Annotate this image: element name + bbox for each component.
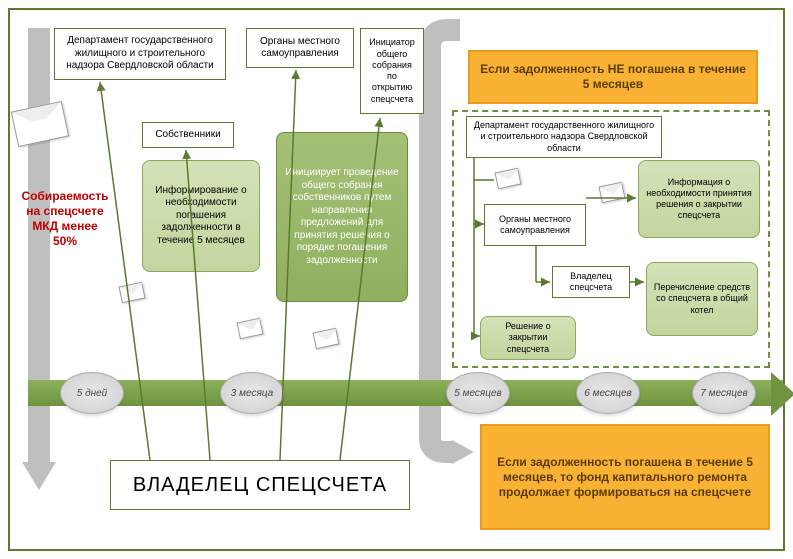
timeline-marker-4: 6 месяцев [576,372,640,414]
timeline-marker-3: 5 месяцев [446,372,510,414]
box-collectability: Собираемость на спецсчете МКД менее 50% [18,180,112,258]
box-info-close: Информация о необходимости принятия реше… [638,160,760,238]
text-dept: Департамент государственного жилищного и… [61,35,219,73]
box-initiates: Инициирует проведение общего собрания со… [276,132,408,302]
timeline-marker-2: 3 месяца [220,372,284,414]
box-owners: Собственники [142,122,234,148]
box-transfer: Перечисление средств со спецсчета в общи… [646,262,758,336]
box-info-debt: Информирование о необходимости погашения… [142,160,260,272]
box-dept: Департамент государственного жилищного и… [54,28,226,80]
text-owner2: Владелец спецсчета [559,271,623,294]
owner-box: ВЛАДЕЛЕЦ СПЕЦСЧЕТА [110,460,410,510]
box-owner2: Владелец спецсчета [552,266,630,298]
text-collectability: Собираемость на спецсчете МКД менее 50% [21,189,108,249]
box-dept2: Департамент государственного жилищного и… [466,116,662,158]
t2: 3 месяца [231,388,273,399]
text-cond-paid: Если задолженность погашена в течение 5 … [488,455,762,500]
timeline-marker-1: 5 дней [60,372,124,414]
timeline-arrowhead-icon [771,372,793,416]
text-cond-not-paid: Если задолженность НЕ погашена в течение… [476,62,750,92]
text-initiator: Инициатор общего собрания по открытию сп… [367,37,417,105]
t5: 7 месяцев [700,388,748,399]
text-local-gov2: Органы местного самоуправления [491,214,579,237]
text-initiates: Инициирует проведение общего собрания со… [283,167,401,267]
text-local-gov: Органы местного самоуправления [253,36,347,61]
t1: 5 дней [77,388,108,399]
t3: 5 месяцев [454,388,502,399]
text-transfer: Перечисление средств со спецсчета в общи… [653,282,751,316]
t4: 6 месяцев [584,388,632,399]
text-info-close: Информация о необходимости принятия реше… [645,177,753,222]
box-cond-not-paid: Если задолженность НЕ погашена в течение… [468,50,758,104]
box-cond-paid: Если задолженность погашена в течение 5 … [480,424,770,530]
timeline-bar [28,380,783,406]
timeline-marker-5: 7 месяцев [692,372,756,414]
text-dept2: Департамент государственного жилищного и… [473,120,655,154]
box-decision-close: Решение о закрытии спецсчета [480,316,576,360]
text-decision-close: Решение о закрытии спецсчета [487,321,569,355]
box-local-gov2: Органы местного самоуправления [484,204,586,246]
text-info-debt: Информирование о необходимости погашения… [149,185,253,248]
owner-text: ВЛАДЕЛЕЦ СПЕЦСЧЕТА [133,474,387,497]
box-local-gov: Органы местного самоуправления [246,28,354,68]
text-owners: Собственники [155,129,220,142]
box-initiator: Инициатор общего собрания по открытию сп… [360,28,424,114]
